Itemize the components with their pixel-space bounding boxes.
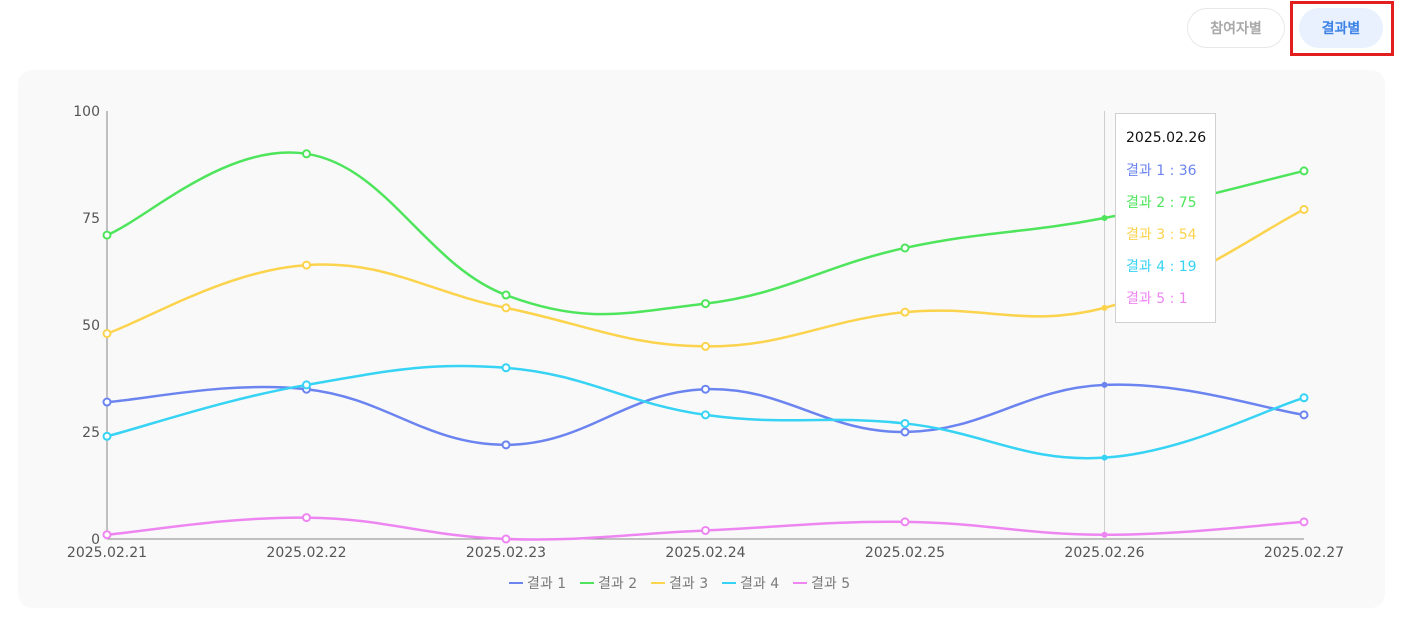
- data-point: [1299, 393, 1309, 403]
- data-point: [900, 427, 910, 437]
- tooltip-row-5: 결과 5 : 1: [1126, 291, 1188, 307]
- tooltip-row-1: 결과 1 : 36: [1126, 163, 1197, 179]
- y-tick-label: 100: [73, 104, 100, 120]
- tooltip-title: 2025.02.26: [1126, 130, 1207, 146]
- data-point: [302, 380, 311, 390]
- data-point: [1299, 517, 1309, 527]
- data-point: [1299, 410, 1309, 420]
- legend-label-5: 결과 5: [811, 576, 850, 592]
- data-point: [302, 149, 311, 159]
- data-point: [1299, 166, 1309, 176]
- x-tick-label: 2025.02.27: [1264, 545, 1344, 561]
- data-point: [1101, 381, 1108, 388]
- legend-label-1: 결과 1: [527, 576, 566, 592]
- x-tick-label: 2025.02.22: [266, 545, 346, 561]
- data-point: [1101, 215, 1108, 221]
- legend-label-4: 결과 4: [740, 576, 779, 592]
- data-point: [102, 230, 112, 240]
- data-point: [1101, 454, 1108, 461]
- chart-axes: 0 25 50 75 100 2025.02.21 2025.02.22 2025.02.23…: [67, 104, 1344, 561]
- x-tick-label: 2025.02.26: [1064, 545, 1144, 561]
- data-point: [102, 397, 112, 407]
- data-point: [501, 363, 511, 373]
- data-point: [102, 530, 112, 540]
- x-tick-label: 2025.02.23: [466, 545, 546, 561]
- y-tick-label: 0: [91, 532, 100, 548]
- data-point: [900, 307, 910, 317]
- x-tick-label: 2025.02.21: [67, 545, 147, 561]
- y-tick-label: 25: [82, 425, 100, 441]
- y-tick-label: 75: [82, 211, 100, 227]
- data-point: [701, 341, 710, 351]
- legend-label-3: 결과 3: [669, 576, 708, 592]
- data-point: [302, 513, 311, 523]
- data-point: [501, 303, 511, 313]
- data-point: [501, 440, 511, 450]
- data-point: [701, 525, 710, 535]
- x-tick-label: 2025.02.25: [865, 545, 945, 561]
- result-view-button[interactable]: 결과별: [1299, 8, 1383, 48]
- legend-label-2: 결과 2: [598, 576, 637, 592]
- data-point: [1299, 204, 1309, 214]
- y-tick-label: 50: [82, 318, 100, 334]
- chart-legend: 결과 1 결과 2 결과 3 결과 4 결과 5: [509, 576, 850, 592]
- data-point: [900, 517, 910, 527]
- data-point: [501, 290, 511, 300]
- data-point: [501, 534, 511, 544]
- data-point: [701, 299, 710, 309]
- participant-view-button[interactable]: 참여자별: [1187, 8, 1285, 48]
- data-point: [302, 260, 311, 270]
- data-point: [900, 418, 910, 428]
- x-tick-label: 2025.02.24: [665, 545, 745, 561]
- data-point: [102, 431, 112, 441]
- tooltip-row-4: 결과 4 : 19: [1126, 259, 1197, 275]
- data-point: [900, 243, 910, 253]
- data-point: [1101, 304, 1108, 311]
- data-point: [701, 384, 710, 394]
- chart-tooltip: 2025.02.26 결과 1 : 36 결과 2 : 75 결과 3 : 54…: [1115, 113, 1216, 323]
- tooltip-row-2: 결과 2 : 75: [1126, 195, 1197, 211]
- chart-points: [102, 149, 1309, 544]
- data-point: [102, 329, 112, 339]
- data-point: [701, 410, 710, 420]
- data-point: [1101, 531, 1108, 538]
- tooltip-row-3: 결과 3 : 54: [1126, 227, 1197, 243]
